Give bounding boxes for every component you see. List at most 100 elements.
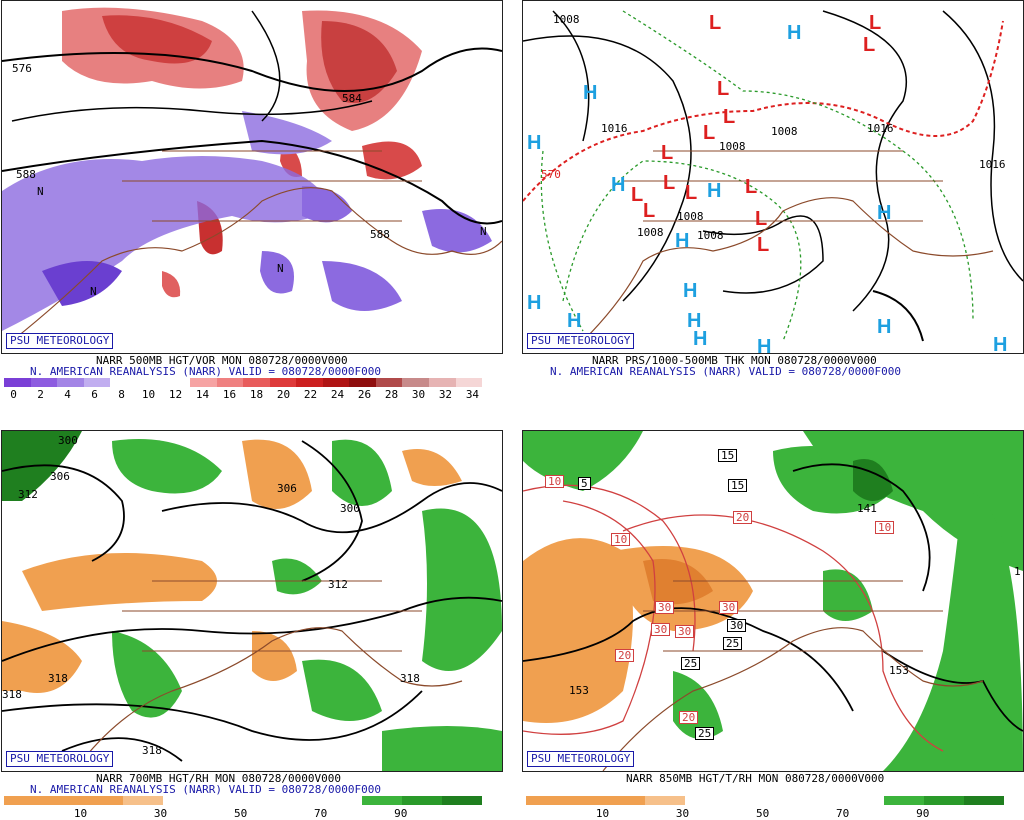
colorbar-swatch [924, 796, 965, 805]
colorbar-tick-label: 30 [411, 388, 426, 401]
colorbar-swatch [844, 796, 885, 805]
colorbar-swatch [296, 378, 323, 387]
height-label: 318 [142, 744, 162, 757]
panel-850mb-t-rh: 153 153 141 1 15 15 10 10 5 10 20 20 30 … [522, 430, 1024, 772]
temp-label: 10 [545, 475, 565, 488]
isobar-label: 1016 [979, 158, 1006, 171]
svg-text:H: H [877, 316, 891, 338]
colorbar-tick-label: 10 [595, 807, 610, 820]
colorbar-swatch [605, 796, 646, 805]
temp-label: 30 [651, 623, 671, 636]
colorbar-swatch [964, 796, 1004, 805]
colorbar-swatch [83, 378, 111, 387]
colorbar-swatch [565, 796, 606, 805]
colorbar-swatch [163, 378, 190, 387]
panel-500mb-vorticity: 576 588 588 584 N N N N PSU METEOROLOGY [1, 0, 503, 354]
svg-text:L: L [755, 208, 767, 230]
colorbar-swatch [203, 796, 243, 805]
vorticity-colorbar [4, 378, 483, 387]
colorbar-tick-label: 28 [384, 388, 399, 401]
colorbar-tick-label: 24 [330, 388, 345, 401]
isobar-label: 1008 [553, 13, 580, 26]
vort-label: N [90, 285, 97, 298]
colorbar-tick-label: 18 [249, 388, 264, 401]
colorbar-swatch [322, 796, 363, 805]
isobar-label: 1016 [867, 122, 894, 135]
colorbar-swatch [884, 796, 925, 805]
isobar-label: 1008 [677, 210, 704, 223]
svg-text:H: H [611, 174, 625, 196]
temp-label: 30 [727, 619, 747, 632]
colorbar-tick-label: 8 [118, 388, 125, 401]
colorbar-swatch [83, 796, 124, 805]
height-label: 318 [2, 688, 22, 701]
colorbar-tick-label: 12 [168, 388, 183, 401]
isobar-label: 1008 [637, 226, 664, 239]
colorbar-swatch [349, 378, 376, 387]
colorbar-swatch [163, 796, 204, 805]
rh700-map [2, 431, 502, 771]
colorbar-swatch [526, 796, 566, 805]
vort-label: N [277, 262, 284, 275]
vorticity-map [2, 7, 502, 342]
colorbar-tick-label: 70 [314, 807, 328, 820]
temp-label: 25 [723, 637, 743, 650]
rh-colorbar [4, 796, 482, 805]
temp-label: 30 [675, 625, 695, 638]
panel2-subtitle: N. AMERICAN REANALYSIS (NARR) VALID = 08… [550, 365, 901, 378]
isobar-label: 1008 [697, 229, 724, 242]
svg-text:H: H [683, 280, 697, 302]
colorbar-swatch [442, 796, 482, 805]
svg-text:L: L [643, 200, 655, 222]
colorbar-swatch [43, 796, 84, 805]
colorbar-tick-label: 20 [276, 388, 291, 401]
colorbar-swatch [764, 796, 805, 805]
isobar-label: 1016 [601, 122, 628, 135]
colorbar-swatch [282, 796, 323, 805]
colorbar-swatch [242, 796, 283, 805]
colorbar-tick-label: 26 [357, 388, 372, 401]
colorbar-tick-label: 10 [141, 388, 156, 401]
colorbar-tick-label: 0 [10, 388, 17, 401]
colorbar-swatch [57, 378, 84, 387]
panel-700mb-rh: 300 306 312 306 300 312 318 318 318 318 … [1, 430, 503, 772]
svg-text:L: L [745, 176, 757, 198]
thickness-label: 570 [541, 168, 561, 181]
colorbar-swatch [110, 378, 137, 387]
temp-label: 20 [615, 649, 635, 662]
svg-text:L: L [863, 34, 875, 56]
svg-text:L: L [723, 106, 735, 128]
colorbar-swatch [322, 378, 350, 387]
brand-label: PSU METEOROLOGY [6, 751, 114, 767]
temp-label: 10 [875, 521, 895, 534]
temp-label: 10 [611, 533, 631, 546]
colorbar-tick-label: 2 [37, 388, 44, 401]
colorbar-swatch [362, 796, 403, 805]
height-label: 584 [342, 92, 362, 105]
panel-pressure-thickness: H H H H H H H H H H H H H H H L L L L L … [522, 0, 1024, 354]
height-label: 300 [58, 434, 78, 447]
svg-text:H: H [583, 82, 597, 104]
colorbar-swatch [429, 378, 456, 387]
svg-text:H: H [693, 328, 707, 350]
colorbar-swatch [216, 378, 244, 387]
brand-label: PSU METEOROLOGY [6, 333, 114, 349]
colorbar-tick-label: 14 [195, 388, 210, 401]
colorbar-tick-label: 22 [303, 388, 318, 401]
svg-text:L: L [661, 142, 673, 164]
height-label: 1 [1014, 565, 1021, 578]
colorbar-swatch [685, 796, 726, 805]
svg-text:L: L [709, 12, 721, 34]
colorbar-tick-label: 30 [675, 807, 690, 820]
colorbar-swatch [4, 378, 31, 387]
height-label: 318 [400, 672, 420, 685]
temp-label: 20 [733, 511, 753, 524]
colorbar-swatch [269, 378, 297, 387]
height-label: 312 [328, 578, 348, 591]
height-label: 576 [12, 62, 32, 75]
colorbar-swatch [455, 378, 483, 387]
height-label: 300 [340, 502, 360, 515]
colorbar-tick-label: 6 [91, 388, 98, 401]
svg-text:L: L [631, 184, 643, 206]
colorbar-swatch [30, 378, 58, 387]
